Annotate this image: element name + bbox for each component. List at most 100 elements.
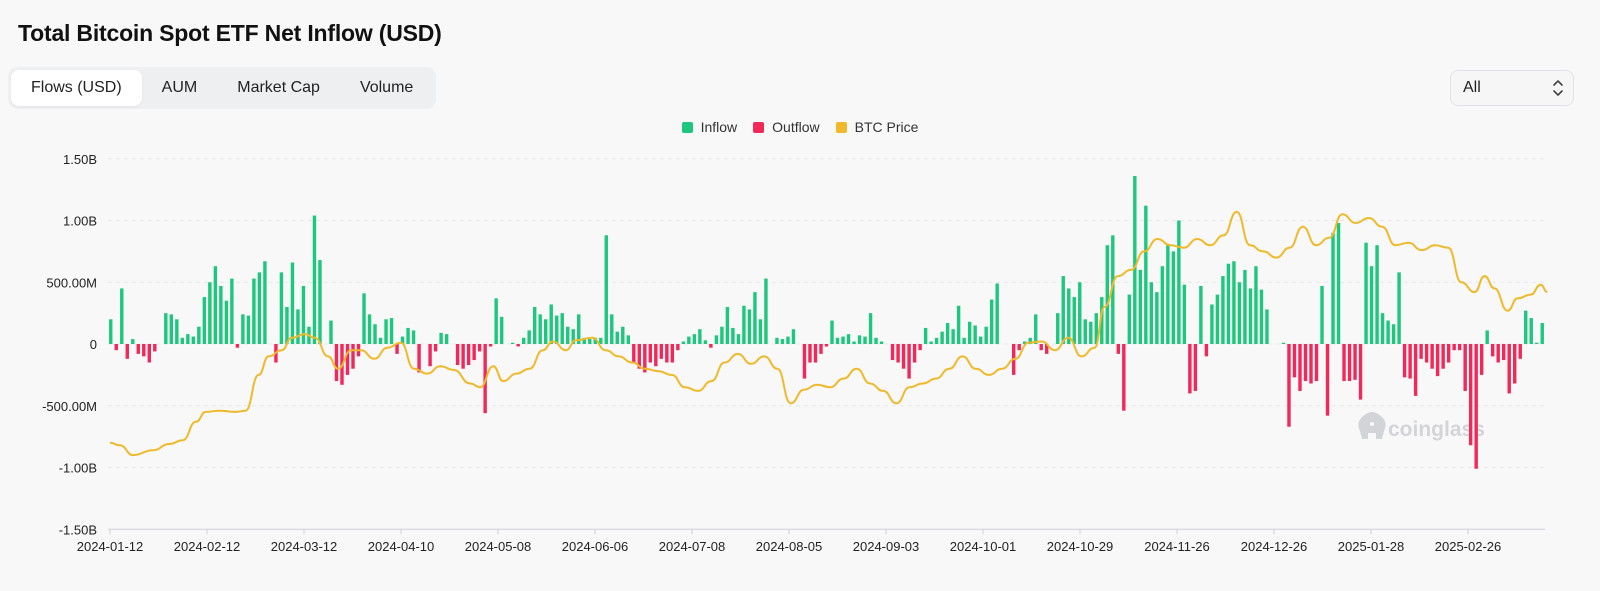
outflow-bar[interactable]: [813, 344, 818, 363]
tab-flows-usd[interactable]: Flows (USD): [11, 70, 142, 106]
outflow-bar[interactable]: [1287, 344, 1291, 427]
legend-item-inflow[interactable]: Inflow: [681, 119, 737, 135]
inflow-bar[interactable]: [1529, 318, 1533, 344]
outflow-bar[interactable]: [676, 344, 680, 351]
inflow-bar[interactable]: [312, 215, 317, 344]
outflow-bar[interactable]: [1402, 344, 1407, 378]
inflow-bar[interactable]: [852, 341, 856, 344]
outflow-bar[interactable]: [1457, 344, 1462, 351]
inflow-bar[interactable]: [736, 334, 741, 344]
inflow-bar[interactable]: [1259, 289, 1264, 344]
outflow-bar[interactable]: [1017, 344, 1021, 351]
outflow-bar[interactable]: [142, 344, 146, 357]
inflow-bar[interactable]: [494, 298, 498, 345]
inflow-bar[interactable]: [257, 272, 262, 344]
inflow-bar[interactable]: [830, 320, 834, 344]
inflow-bar[interactable]: [1105, 245, 1109, 344]
inflow-bar[interactable]: [1336, 222, 1341, 344]
outflow-bar[interactable]: [907, 344, 911, 379]
inflow-bar[interactable]: [131, 339, 135, 344]
outflow-bar[interactable]: [643, 344, 647, 373]
inflow-bar[interactable]: [1160, 266, 1165, 344]
inflow-bar[interactable]: [532, 306, 537, 344]
inflow-bar[interactable]: [1034, 314, 1038, 344]
legend-item-btc-price[interactable]: BTC Price: [835, 119, 918, 135]
inflow-bar[interactable]: [863, 336, 867, 344]
inflow-bar[interactable]: [681, 341, 686, 344]
inflow-bar[interactable]: [610, 314, 614, 344]
inflow-bar[interactable]: [290, 262, 295, 344]
inflow-bar[interactable]: [1078, 282, 1082, 344]
inflow-bar[interactable]: [775, 337, 779, 344]
inflow-bar[interactable]: [687, 336, 691, 344]
inflow-bar[interactable]: [742, 305, 746, 344]
inflow-bar[interactable]: [786, 336, 790, 344]
inflow-bar[interactable]: [1023, 341, 1027, 344]
inflow-bar[interactable]: [1391, 324, 1396, 344]
outflow-bar[interactable]: [472, 344, 476, 361]
inflow-bar[interactable]: [197, 326, 201, 344]
inflow-bar[interactable]: [208, 282, 212, 344]
inflow-bar[interactable]: [1089, 321, 1093, 344]
inflow-bar[interactable]: [378, 337, 383, 344]
inflow-bar[interactable]: [120, 288, 124, 345]
outflow-bar[interactable]: [455, 344, 460, 365]
outflow-bar[interactable]: [1314, 344, 1319, 382]
tab-market-cap[interactable]: Market Cap: [237, 79, 320, 96]
inflow-bar[interactable]: [1210, 304, 1214, 344]
inflow-bar[interactable]: [1386, 320, 1390, 344]
inflow-bar[interactable]: [389, 318, 394, 344]
inflow-bar[interactable]: [318, 260, 322, 344]
inflow-bar[interactable]: [439, 332, 443, 344]
outflow-bar[interactable]: [819, 344, 823, 354]
inflow-bar[interactable]: [841, 336, 845, 344]
inflow-bar[interactable]: [956, 305, 961, 344]
outflow-bar[interactable]: [1419, 344, 1423, 359]
inflow-bar[interactable]: [1138, 269, 1143, 344]
inflow-bar[interactable]: [510, 342, 515, 344]
inflow-bar[interactable]: [714, 335, 719, 345]
inflow-bar[interactable]: [1254, 266, 1258, 344]
inflow-bar[interactable]: [175, 319, 179, 344]
outflow-bar[interactable]: [1342, 344, 1346, 382]
outflow-bar[interactable]: [659, 344, 664, 359]
inflow-bar[interactable]: [566, 326, 570, 344]
inflow-bar[interactable]: [868, 313, 873, 345]
outflow-bar[interactable]: [1463, 344, 1467, 391]
inflow-bar[interactable]: [593, 337, 597, 344]
outflow-bar[interactable]: [125, 344, 129, 359]
outflow-bar[interactable]: [665, 344, 669, 363]
outflow-bar[interactable]: [136, 344, 140, 354]
inflow-bar[interactable]: [180, 337, 185, 344]
inflow-bar[interactable]: [230, 278, 234, 344]
inflow-bar[interactable]: [747, 309, 752, 344]
inflow-bar[interactable]: [1083, 319, 1087, 344]
legend-item-outflow[interactable]: Outflow: [753, 119, 820, 135]
inflow-bar[interactable]: [940, 331, 944, 344]
inflow-bar[interactable]: [1127, 294, 1132, 344]
inflow-bar[interactable]: [521, 337, 526, 344]
inflow-bar[interactable]: [582, 337, 586, 344]
outflow-bar[interactable]: [1490, 344, 1495, 357]
inflow-bar[interactable]: [835, 337, 840, 344]
outflow-bar[interactable]: [648, 344, 653, 363]
outflow-bar[interactable]: [1513, 344, 1517, 384]
tab-aum[interactable]: AUM: [161, 79, 198, 96]
inflow-bar[interactable]: [367, 314, 372, 344]
outflow-bar[interactable]: [912, 344, 917, 363]
inflow-bar[interactable]: [1028, 337, 1032, 344]
inflow-bar[interactable]: [764, 278, 768, 344]
inflow-bar[interactable]: [615, 331, 619, 344]
inflow-bar[interactable]: [1320, 285, 1324, 344]
outflow-bar[interactable]: [901, 344, 906, 369]
outflow-bar[interactable]: [637, 344, 642, 369]
inflow-bar[interactable]: [780, 339, 785, 344]
outflow-bar[interactable]: [1204, 344, 1209, 357]
outflow-bar[interactable]: [153, 344, 157, 352]
outflow-bar[interactable]: [632, 344, 636, 363]
inflow-bar[interactable]: [1485, 330, 1489, 345]
inflow-bar[interactable]: [1221, 276, 1225, 344]
inflow-bar[interactable]: [373, 324, 377, 344]
inflow-bar[interactable]: [1380, 313, 1385, 345]
inflow-bar[interactable]: [1232, 261, 1236, 344]
